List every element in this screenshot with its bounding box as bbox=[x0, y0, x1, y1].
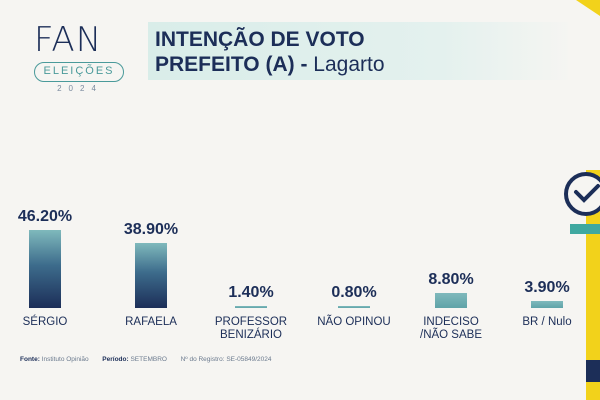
category-label-2: PROFESSOR BENIZÁRIO bbox=[201, 316, 301, 342]
chart-title: INTENÇÃO DE VOTO bbox=[155, 28, 365, 51]
value-label-0: 46.20% bbox=[17, 208, 73, 225]
footer-source: Fonte: Instituto Opinião Período: SETEMB… bbox=[20, 356, 272, 363]
source-label: Fonte: bbox=[20, 356, 40, 363]
value-label-4: 8.80% bbox=[428, 271, 474, 288]
bar-4 bbox=[435, 293, 467, 308]
category-line: INDECISO bbox=[423, 316, 479, 328]
header-band bbox=[148, 22, 568, 80]
value-label-1: 38.90% bbox=[123, 221, 179, 238]
category-line: BENIZÁRIO bbox=[220, 329, 282, 341]
category-line: RAFAELA bbox=[125, 316, 177, 328]
category-label-0: SÉRGIO bbox=[0, 316, 95, 329]
teal-accent bbox=[570, 224, 600, 234]
category-line: /NÃO SABE bbox=[420, 329, 482, 341]
registry-value: SE-05849/2024 bbox=[226, 356, 272, 363]
category-line: BR / Nulo bbox=[522, 316, 572, 328]
value-label-3: 0.80% bbox=[331, 284, 377, 301]
bar-3 bbox=[338, 306, 370, 308]
bar-1 bbox=[135, 243, 167, 308]
bar-0 bbox=[29, 230, 61, 308]
check-circle-icon bbox=[564, 172, 600, 216]
bar-5 bbox=[531, 301, 563, 308]
category-label-3: NÃO OPINOU bbox=[304, 316, 404, 329]
category-line: PROFESSOR bbox=[214, 316, 288, 328]
right-decoration bbox=[560, 160, 600, 400]
logo-year: 2024 bbox=[57, 84, 103, 93]
logo-brand: FAN bbox=[34, 20, 103, 60]
bar-2 bbox=[235, 306, 267, 308]
category-line: NÃO OPINOU bbox=[317, 316, 391, 328]
period-label: Período: bbox=[102, 356, 129, 363]
category-label-4: INDECISO/NÃO SABE bbox=[401, 316, 501, 342]
registry-label: Nº do Registro: bbox=[180, 356, 225, 363]
chart-subtitle: PREFEITO (A) - Lagarto bbox=[155, 53, 385, 77]
value-label-5: 3.90% bbox=[524, 279, 570, 296]
source-value: Instituto Opinião bbox=[41, 356, 89, 363]
value-label-2: 1.40% bbox=[228, 284, 274, 301]
navy-accent bbox=[586, 360, 600, 382]
logo-pill: ELEIÇÕES bbox=[34, 62, 124, 82]
category-label-5: BR / Nulo bbox=[497, 316, 597, 329]
corner-decoration bbox=[576, 0, 600, 16]
category-line: SÉRGIO bbox=[22, 316, 68, 328]
fan-eleicoes-logo: FAN ELEIÇÕES 2024 bbox=[28, 20, 128, 96]
category-label-1: RAFAELA bbox=[101, 316, 201, 329]
subtitle-place: Lagarto bbox=[313, 53, 385, 76]
period-value: SETEMBRO bbox=[130, 356, 167, 363]
bar-chart: 46.20% SÉRGIO 38.90% RAFAELA 1.40% PROFESSOR B… bbox=[0, 180, 600, 350]
subtitle-office: PREFEITO (A) - bbox=[155, 53, 308, 76]
